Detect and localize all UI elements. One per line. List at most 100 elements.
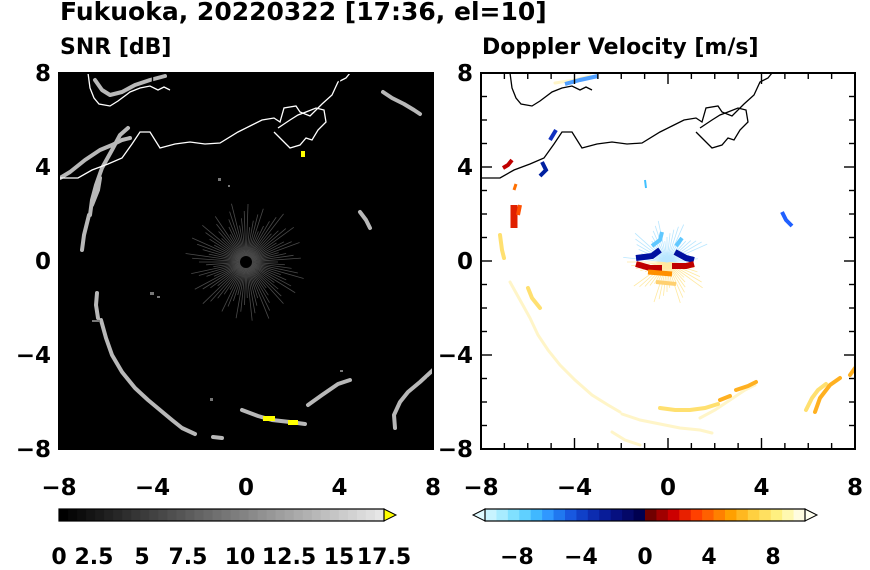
doppler-center-ray <box>666 261 686 283</box>
doppler-strong-cells <box>501 74 794 228</box>
doppler-center-ray <box>635 238 668 263</box>
doppler-panel: −8 −4 0 4 8 8 4 0 −4 −8 <box>438 61 863 501</box>
doppler-colorbar-cell <box>622 509 635 521</box>
snr-colorbar-frame <box>58 508 385 522</box>
doppler-center-ray <box>666 261 685 293</box>
snr-noise-ray <box>244 261 247 305</box>
snr-y-tick-label: 4 <box>35 155 51 181</box>
doppler-y-tick-label: −4 <box>438 343 473 369</box>
snr-noise-ray <box>245 261 256 314</box>
doppler-center-ray <box>666 241 702 263</box>
snr-noise-ray <box>202 261 247 290</box>
snr-noise-ray <box>245 261 271 311</box>
snr-noise-ray <box>245 233 272 263</box>
radar-site-dot <box>240 256 252 268</box>
snr-noise-ray <box>245 261 284 304</box>
snr-noise-ray <box>245 261 304 279</box>
snr-colorbar-cell <box>68 509 78 521</box>
doppler-ring-yellow <box>498 233 828 412</box>
snr-noise-ray <box>240 261 247 312</box>
doppler-colorbar-cell <box>599 509 612 521</box>
snr-colorbar-cell <box>122 509 132 521</box>
snr-noise-ray <box>209 238 247 263</box>
snr-y-tick-label: 0 <box>35 249 51 275</box>
doppler-colorbar-cell <box>507 509 520 521</box>
doppler-colorbar-cell <box>793 509 806 521</box>
doppler-colorbar-cell <box>610 509 623 521</box>
doppler-y-tick-label: 0 <box>457 249 473 275</box>
snr-noise-ray <box>245 208 264 263</box>
snr-noise-ray <box>185 253 247 263</box>
snr-y-tick-label: 8 <box>35 61 51 87</box>
snr-y-tick-label: −8 <box>16 437 51 463</box>
snr-colorbar-cell <box>347 509 358 521</box>
doppler-center-ray <box>666 242 682 263</box>
doppler-x-tick-label: 0 <box>660 475 676 501</box>
snr-panel-title: SNR [dB] <box>60 35 172 60</box>
snr-saturated-cells <box>263 151 305 425</box>
doppler-y-tick-label: −8 <box>438 437 473 463</box>
snr-noise-ray <box>243 211 247 263</box>
snr-colorbar-cell <box>230 509 241 521</box>
snr-colorbar-cell <box>257 509 268 521</box>
snr-noise-ray <box>206 261 247 277</box>
doppler-colorbar-cell <box>530 509 543 521</box>
snr-noise-ray <box>245 261 269 296</box>
snr-colorbar-cell <box>374 509 385 521</box>
snr-colorbar-cell <box>248 509 259 521</box>
snr-noise-ray <box>245 221 270 263</box>
doppler-colorbar-cell <box>645 509 657 521</box>
snr-colorbar-cell <box>140 509 150 521</box>
snr-noise-ray <box>245 226 294 263</box>
doppler-colorbar-cell <box>496 509 509 521</box>
snr-noise-ray <box>245 214 259 263</box>
snr-noise-ray <box>217 261 247 299</box>
doppler-center-ray <box>663 261 668 296</box>
figure-title: Fukuoka, 20220322 [17:36, el=10] <box>60 0 547 26</box>
doppler-center-ray <box>634 232 668 263</box>
snr-noise-ray <box>239 225 247 263</box>
snr-colorbar-cell <box>239 509 250 521</box>
snr-colorbar-cell <box>320 509 331 521</box>
snr-colorbar-cell <box>176 509 186 521</box>
snr-colorbar-cell <box>131 509 141 521</box>
doppler-x-tick-label: −8 <box>463 475 498 501</box>
doppler-center-ray <box>666 261 685 278</box>
snr-colorbar-tick-label: 5 <box>134 545 149 570</box>
doppler-colorbar-cell <box>725 509 737 521</box>
doppler-center-ray <box>666 226 679 263</box>
snr-colorbar-cell <box>275 509 286 521</box>
doppler-center-ray <box>666 261 686 288</box>
snr-noise-ray <box>245 261 279 290</box>
snr-colorbar-cell <box>329 509 340 521</box>
doppler-colorbar-tick-label: 4 <box>701 545 716 570</box>
snr-noise-ray <box>245 220 254 263</box>
snr-colorbar-extend <box>383 508 398 522</box>
doppler-colorbar-cell <box>736 509 749 521</box>
snr-noise-ray <box>210 261 247 289</box>
snr-noise-ray <box>218 231 247 263</box>
doppler-center-ray <box>666 243 708 263</box>
snr-noise-ray <box>191 237 247 263</box>
snr-colorbar-cell <box>194 509 204 521</box>
doppler-center-ray <box>658 261 668 300</box>
snr-noise-ray <box>229 211 247 263</box>
snr-noise-ray <box>245 213 284 263</box>
snr-colorbar-cell <box>77 509 87 521</box>
snr-colorbar-tick-label: 10 <box>225 545 256 570</box>
snr-noise-ray <box>245 261 298 274</box>
doppler-colorbar-cell <box>770 509 783 521</box>
doppler-colorbar-tick-label: −4 <box>564 545 598 570</box>
snr-colorbar-cell <box>113 509 123 521</box>
doppler-colorbar-cell <box>565 509 577 521</box>
doppler-colorbar-cell <box>542 509 555 521</box>
snr-noise-ray <box>214 216 247 263</box>
snr-colorbar-cell <box>284 509 295 521</box>
doppler-colorbar-cell <box>679 509 692 521</box>
doppler-x-tick-label: 8 <box>847 475 863 501</box>
snr-colorbar-cell <box>104 509 114 521</box>
snr-colorbar-cell <box>302 509 313 521</box>
snr-noise-ray <box>245 261 292 269</box>
snr-noise-ray <box>228 226 247 263</box>
